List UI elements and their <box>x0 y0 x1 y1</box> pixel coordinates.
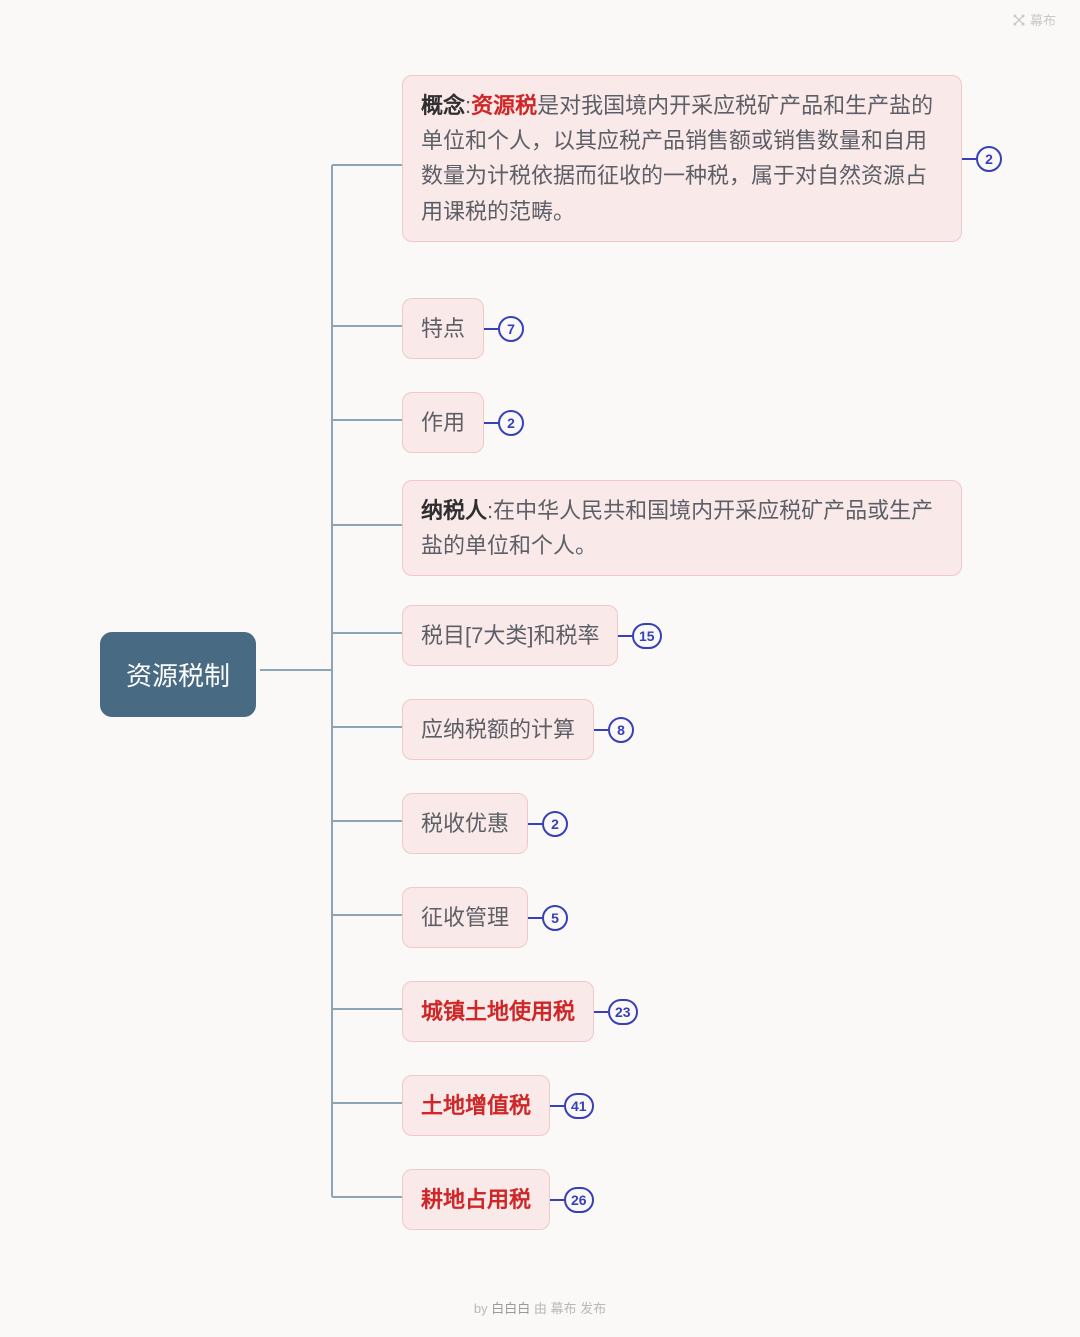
node-text: 纳税人 <box>421 498 487 523</box>
footer-suffix: 发布 <box>576 1301 606 1316</box>
node-text: 特点 <box>421 316 465 341</box>
badge-connector <box>618 635 632 637</box>
footer-prefix: by <box>474 1301 491 1316</box>
badge-connector <box>484 328 498 330</box>
count-badge[interactable]: 23 <box>608 999 638 1025</box>
branch-node[interactable]: 应纳税额的计算 <box>402 699 594 760</box>
count-badge[interactable]: 2 <box>542 811 568 837</box>
branch-node[interactable]: 税收优惠 <box>402 793 528 854</box>
footer-credits: by 白白白 由 幕布 发布 <box>0 1298 1080 1317</box>
logo-icon <box>1012 13 1026 27</box>
root-label: 资源税制 <box>126 656 230 693</box>
count-badge[interactable]: 2 <box>498 410 524 436</box>
branch-node[interactable]: 税目[7大类]和税率 <box>402 605 618 666</box>
badge-connector <box>594 1011 608 1013</box>
badge-connector <box>550 1105 564 1107</box>
branch-node[interactable]: 城镇土地使用税 <box>402 981 594 1042</box>
count-badge[interactable]: 7 <box>498 316 524 342</box>
count-badge[interactable]: 41 <box>564 1093 594 1119</box>
node-text: 资源税 <box>471 93 537 118</box>
count-badge[interactable]: 15 <box>632 623 662 649</box>
footer-author: 白白白 <box>491 1301 530 1316</box>
badge-connector <box>962 158 976 160</box>
app-watermark: 幕布 <box>1012 10 1056 29</box>
count-badge[interactable]: 26 <box>564 1187 594 1213</box>
badge-connector <box>594 729 608 731</box>
count-badge[interactable]: 8 <box>608 717 634 743</box>
badge-connector <box>528 917 542 919</box>
branch-node[interactable]: 特点 <box>402 298 484 359</box>
node-text: 城镇土地使用税 <box>421 999 575 1024</box>
node-text: 耕地占用税 <box>421 1187 531 1212</box>
branch-node[interactable]: 耕地占用税 <box>402 1169 550 1230</box>
count-badge[interactable]: 5 <box>542 905 568 931</box>
root-node[interactable]: 资源税制 <box>100 632 256 717</box>
branch-node[interactable]: 土地增值税 <box>402 1075 550 1136</box>
node-text: 应纳税额的计算 <box>421 717 575 742</box>
badge-connector <box>550 1199 564 1201</box>
branch-node[interactable]: 征收管理 <box>402 887 528 948</box>
node-text: 税目[7大类]和税率 <box>421 623 599 648</box>
node-text: 土地增值税 <box>421 1093 531 1118</box>
branch-node[interactable]: 纳税人:在中华人民共和国境内开采应税矿产品或生产盐的单位和个人。 <box>402 480 962 576</box>
node-text: :在中华人民共和国境内开采应税矿产品或生产盐的单位和个人。 <box>421 498 933 558</box>
footer-brand: 幕布 <box>550 1301 576 1316</box>
node-text: 征收管理 <box>421 905 509 930</box>
footer-middle: 由 <box>530 1301 550 1316</box>
node-text: 作用 <box>421 410 465 435</box>
watermark-label: 幕布 <box>1030 10 1056 29</box>
badge-connector <box>484 422 498 424</box>
branch-node[interactable]: 概念:资源税是对我国境内开采应税矿产品和生产盐的单位和个人，以其应税产品销售额或… <box>402 75 962 242</box>
node-text: 概念 <box>421 93 465 118</box>
branch-node[interactable]: 作用 <box>402 392 484 453</box>
count-badge[interactable]: 2 <box>976 146 1002 172</box>
node-text: 税收优惠 <box>421 811 509 836</box>
badge-connector <box>528 823 542 825</box>
